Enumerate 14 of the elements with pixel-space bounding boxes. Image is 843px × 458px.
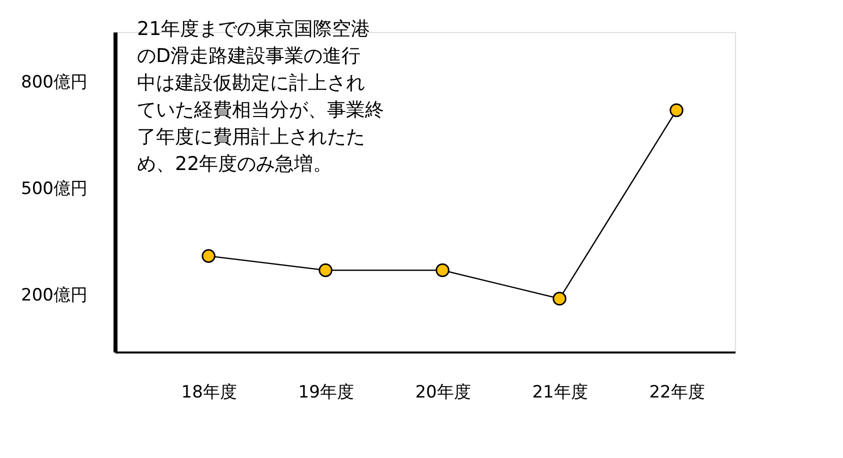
x-tick-label: 20年度 [415, 382, 471, 402]
point [552, 292, 566, 306]
x-tick-label: 22年度 [649, 382, 705, 402]
y-tick-label: 500億円 [21, 178, 88, 199]
x-tick-label: 19年度 [298, 382, 354, 402]
point [318, 263, 332, 278]
annotation: 21年度までの東京国際空港のD滑走路建設事業の進行中は建設仮勘定に計上されていた経費相当分が、事業終了年度に費用計上されたため、22年度のみ急増。 [137, 18, 384, 175]
point [670, 103, 684, 118]
y-tick-label: 200億円 [21, 286, 88, 306]
point [202, 249, 216, 263]
point [436, 263, 450, 278]
x-tick-label: 18年度 [181, 382, 237, 402]
x-tick-label: 21年度 [532, 382, 588, 402]
y-tick-label: 800億円 [21, 72, 88, 92]
